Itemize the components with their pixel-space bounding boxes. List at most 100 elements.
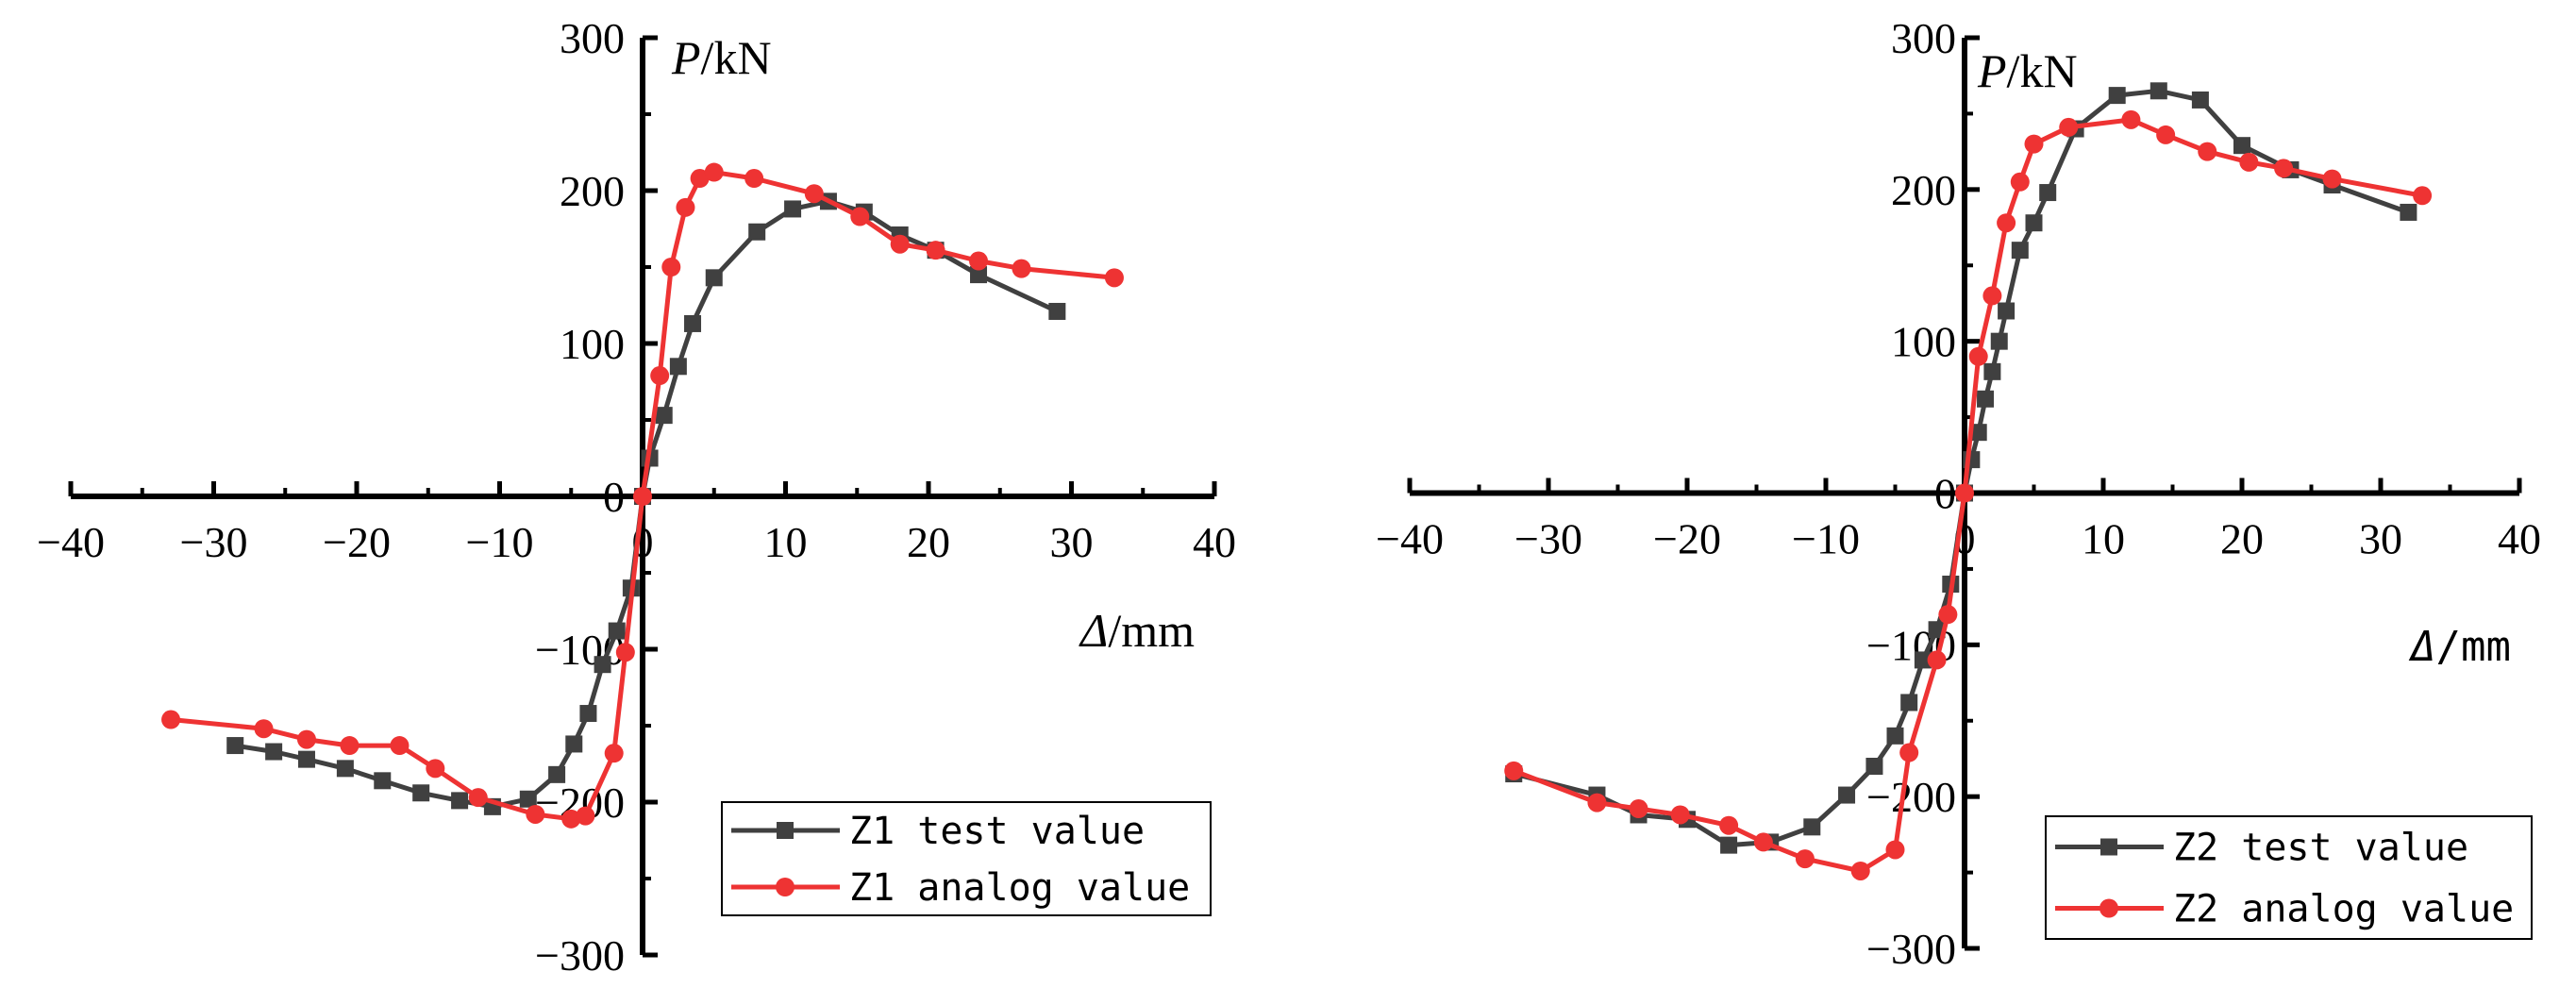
x-axis-title-symbol: Δ bbox=[2408, 623, 2436, 671]
data-point-circle bbox=[969, 251, 989, 271]
data-point-square bbox=[265, 743, 283, 761]
data-point-square bbox=[705, 269, 723, 287]
data-point-square bbox=[1998, 302, 2016, 320]
legend-box bbox=[2045, 815, 2533, 940]
x-axis-title: Δ/mm bbox=[1079, 604, 1195, 657]
chart-panel-1: −40 −30 −20 −10 0 10 20 30 40−300−200−1000100200… bbox=[37, 14, 1236, 980]
data-point-circle bbox=[1719, 815, 1739, 835]
x-tick-label: −30 bbox=[1514, 515, 1582, 563]
x-axis-title: Δ/mm bbox=[2408, 623, 2511, 671]
data-point-square bbox=[1720, 836, 1738, 854]
data-point-circle bbox=[890, 234, 910, 254]
series-line-1 bbox=[1513, 88, 2410, 848]
data-point-square bbox=[548, 765, 566, 783]
data-point-square bbox=[1977, 390, 1995, 408]
data-point-circle bbox=[1012, 259, 1031, 278]
y-tick-label: 200 bbox=[560, 167, 625, 215]
data-point-circle bbox=[1587, 793, 1607, 812]
data-point-circle bbox=[426, 759, 445, 779]
data-point-square bbox=[1900, 694, 1918, 712]
data-point-circle bbox=[850, 207, 870, 226]
data-point-circle bbox=[340, 736, 360, 756]
data-point-square bbox=[2191, 91, 2209, 109]
data-point-circle bbox=[633, 487, 652, 506]
data-point-square bbox=[655, 407, 673, 425]
data-point-circle bbox=[804, 184, 824, 204]
y-axis-title-unit: /kN bbox=[2007, 44, 2078, 97]
data-point-square bbox=[1048, 302, 1066, 320]
legend-marker-circle bbox=[776, 878, 795, 896]
y-axis-title: P/kN bbox=[1977, 44, 2078, 97]
data-point-circle bbox=[2010, 172, 2030, 192]
data-point-circle bbox=[2059, 117, 2079, 137]
legend: Z2 test value Z2 analog value bbox=[2045, 815, 2533, 940]
data-point-square bbox=[2233, 137, 2250, 155]
data-point-circle bbox=[526, 804, 545, 824]
x-axis-title-unit: /mm bbox=[2436, 623, 2511, 671]
data-point-circle bbox=[1670, 805, 1690, 825]
x-tick-label: 10 bbox=[2082, 515, 2125, 563]
data-point-circle bbox=[1927, 650, 1947, 670]
data-point-circle bbox=[2156, 125, 2176, 144]
legend: Z1 test value Z1 analog value bbox=[721, 801, 1212, 916]
legend-box bbox=[721, 801, 1212, 916]
data-point-circle bbox=[254, 719, 274, 739]
data-point-square bbox=[297, 750, 315, 768]
data-point-square bbox=[608, 622, 626, 640]
data-point-circle bbox=[2413, 186, 2433, 206]
legend-label: Z1 test value bbox=[849, 810, 1145, 853]
data-point-circle bbox=[1982, 286, 2002, 306]
data-point-square bbox=[412, 784, 430, 802]
data-point-square bbox=[2039, 184, 2057, 202]
y-tick-label: −300 bbox=[1866, 925, 1956, 973]
data-point-circle bbox=[2024, 134, 2044, 154]
data-point-circle bbox=[650, 366, 670, 386]
data-point-square bbox=[579, 705, 597, 723]
data-point-square bbox=[451, 792, 469, 810]
y-axis-title-symbol: P bbox=[1977, 44, 2007, 97]
data-point-circle bbox=[661, 258, 681, 276]
data-point-square bbox=[2011, 242, 2029, 260]
data-point-circle bbox=[1104, 268, 1124, 288]
data-point-square bbox=[1990, 332, 2008, 350]
data-point-circle bbox=[1795, 849, 1815, 869]
y-tick-label: 300 bbox=[560, 14, 625, 62]
data-point-square bbox=[2108, 87, 2126, 105]
data-point-square bbox=[1865, 758, 1883, 775]
data-point-circle bbox=[744, 169, 764, 189]
legend-marker-circle bbox=[2099, 898, 2118, 918]
data-point-circle bbox=[926, 241, 945, 260]
data-point-circle bbox=[576, 806, 595, 826]
data-point-square bbox=[1838, 786, 1856, 804]
data-point-circle bbox=[1968, 346, 1988, 366]
y-tick-label: 300 bbox=[1891, 14, 1956, 62]
data-point-circle bbox=[296, 729, 316, 749]
y-tick-label: −200 bbox=[1866, 773, 1956, 821]
data-point-square bbox=[336, 760, 354, 778]
legend-label: Z2 test value bbox=[2173, 827, 2468, 870]
y-tick-label: 100 bbox=[560, 320, 625, 368]
data-point-square bbox=[226, 737, 244, 755]
x-axis-title-symbol: Δ bbox=[1079, 604, 1108, 657]
y-tick-label: 100 bbox=[1891, 318, 1956, 366]
data-point-square bbox=[748, 223, 766, 241]
x-tick-label: 20 bbox=[907, 518, 950, 566]
data-point-square bbox=[2400, 203, 2417, 221]
data-point-circle bbox=[676, 197, 695, 217]
data-point-circle bbox=[2322, 169, 2342, 189]
x-tick-label: −40 bbox=[37, 518, 105, 566]
data-point-circle bbox=[390, 736, 410, 756]
data-point-circle bbox=[690, 169, 710, 189]
x-tick-label: 40 bbox=[1193, 518, 1236, 566]
x-tick-label: −40 bbox=[1376, 515, 1444, 563]
data-point-square bbox=[1914, 651, 1932, 669]
x-tick-label: 30 bbox=[2359, 515, 2402, 563]
data-point-square bbox=[2149, 82, 2167, 100]
data-point-square bbox=[2025, 214, 2043, 232]
y-axis-title: P/kN bbox=[671, 31, 772, 84]
data-point-circle bbox=[1938, 605, 1958, 625]
data-point-square bbox=[1969, 424, 1987, 442]
data-point-circle bbox=[1955, 483, 1974, 503]
data-point-circle bbox=[2239, 152, 2259, 172]
